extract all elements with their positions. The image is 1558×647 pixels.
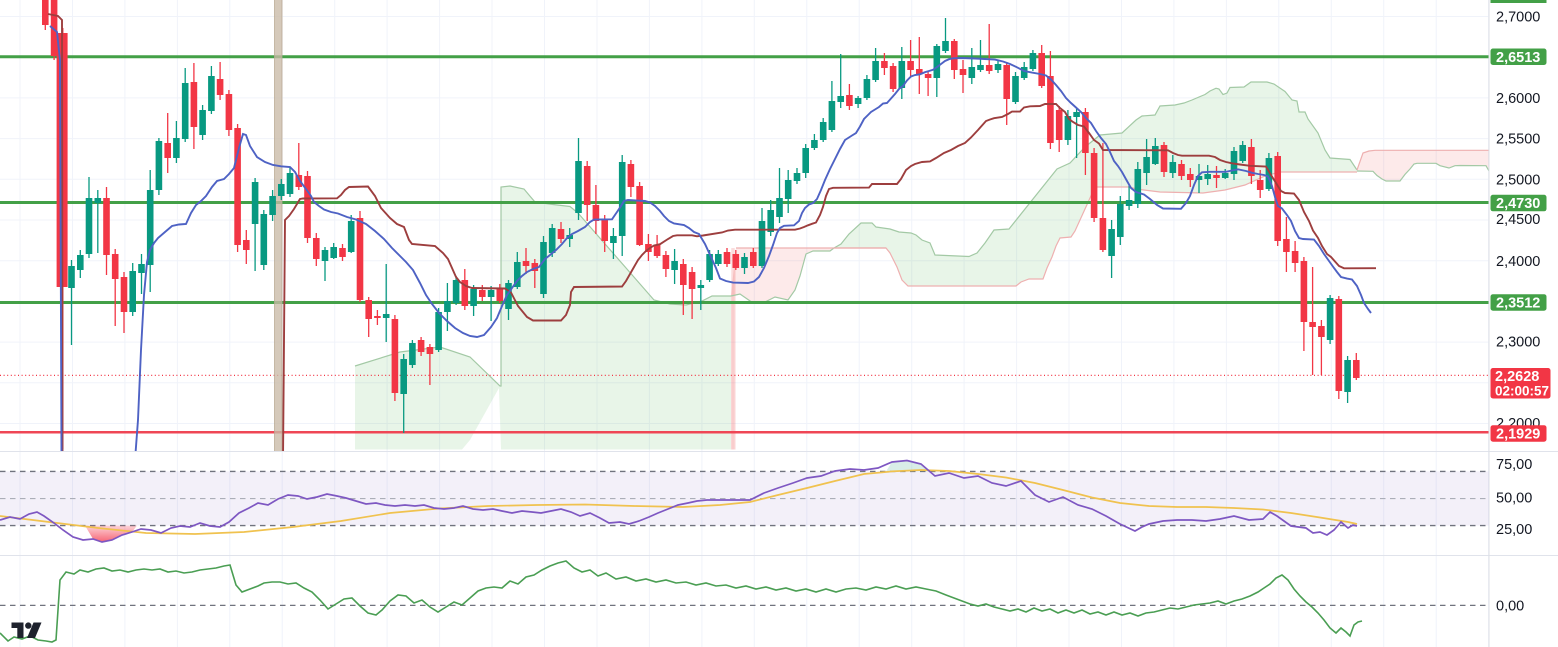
svg-text:2,2628: 2,2628: [1495, 369, 1539, 385]
svg-text:2,4730: 2,4730: [1496, 196, 1540, 212]
svg-text:2,3512: 2,3512: [1496, 296, 1540, 312]
svg-text:2,5000: 2,5000: [1496, 172, 1540, 188]
svg-text:2,6513: 2,6513: [1496, 50, 1540, 66]
svg-text:2,5500: 2,5500: [1496, 132, 1540, 148]
svg-text:2,4500: 2,4500: [1496, 212, 1540, 228]
svg-text:02:00:57: 02:00:57: [1495, 384, 1549, 399]
svg-text:25,00: 25,00: [1496, 522, 1532, 538]
svg-text:75,00: 75,00: [1496, 457, 1532, 473]
svg-text:2,7000: 2,7000: [1496, 9, 1540, 25]
svg-text:2,3000: 2,3000: [1496, 335, 1540, 351]
svg-text:0,00: 0,00: [1496, 598, 1524, 614]
svg-text:2,1929: 2,1929: [1496, 427, 1540, 443]
svg-text:2,4000: 2,4000: [1496, 254, 1540, 270]
svg-text:2,6000: 2,6000: [1496, 91, 1540, 107]
svg-text:50,00: 50,00: [1496, 491, 1532, 507]
